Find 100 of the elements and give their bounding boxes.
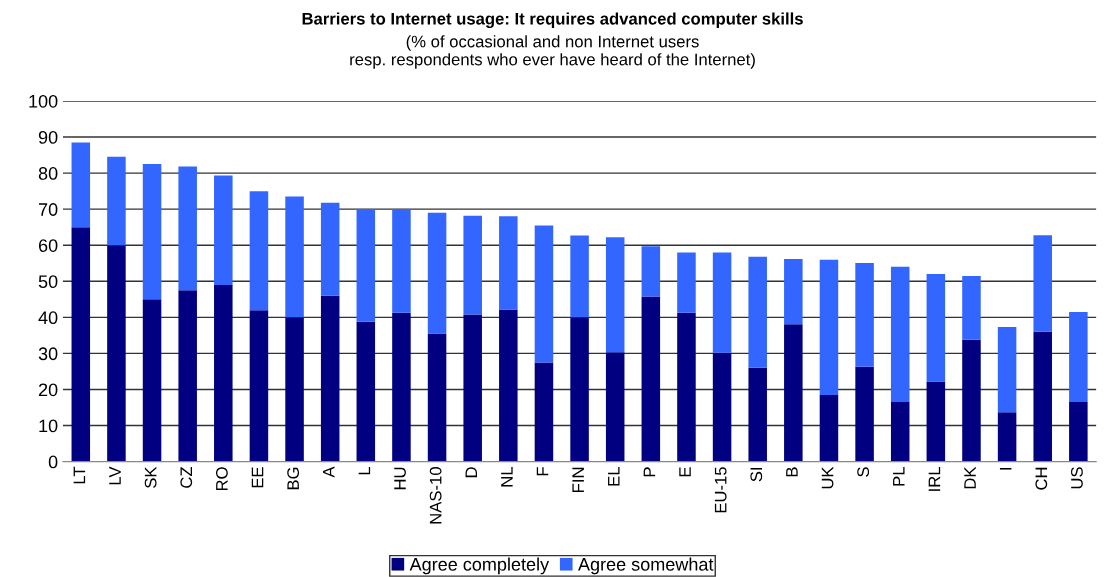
x-tick-label: SI <box>750 468 763 482</box>
bar <box>427 333 447 462</box>
x-tick-label: FIN <box>572 467 584 492</box>
bar <box>320 202 340 296</box>
bar <box>107 156 126 246</box>
x-tick-label: LT <box>73 466 86 484</box>
bar <box>392 209 411 313</box>
bar <box>534 362 554 462</box>
chart-title: Barriers to Internet usage: It requires advanced computer skills <box>302 12 803 28</box>
x-tick-label: EE <box>251 467 264 488</box>
x-tick-label: S <box>857 467 870 477</box>
bar <box>178 166 197 291</box>
x-tick-label: RO <box>215 467 228 491</box>
x-tick-label: CH <box>1035 467 1048 490</box>
y-tick-label: 50 <box>38 275 58 289</box>
x-tick-label: L <box>358 467 371 475</box>
x-tick-label: E <box>679 467 691 477</box>
bar <box>962 339 981 462</box>
bar <box>784 258 803 325</box>
x-tick-label: SK <box>144 466 157 488</box>
bar <box>142 299 162 462</box>
bar <box>748 256 767 368</box>
bar <box>1033 235 1052 332</box>
bar <box>962 275 981 340</box>
bar <box>427 212 447 334</box>
x-tick-label: EL <box>608 467 620 486</box>
bar <box>285 317 304 462</box>
x-tick-label: UK <box>821 466 834 489</box>
bar <box>178 290 197 462</box>
bar <box>641 296 661 462</box>
bar <box>926 381 946 462</box>
bar <box>712 352 732 462</box>
bar <box>748 367 767 462</box>
bar <box>1069 311 1088 403</box>
y-tick-label: 90 <box>38 130 58 144</box>
bar <box>463 314 482 462</box>
y-tick-label: 30 <box>38 347 58 361</box>
x-tick-label: HU <box>394 467 406 490</box>
bar <box>71 142 91 228</box>
bar <box>677 312 696 462</box>
legend-label: Agree completely <box>409 557 550 575</box>
x-tick-label: BG <box>287 467 300 490</box>
y-tick-label: 0 <box>48 455 58 469</box>
bar <box>570 317 589 462</box>
x-tick-label: B <box>786 467 798 477</box>
x-tick-label: I <box>999 468 1012 470</box>
bar <box>641 246 661 297</box>
bar <box>890 266 910 403</box>
bar <box>819 259 839 395</box>
bar <box>392 312 411 462</box>
x-tick-label: DK <box>964 466 976 489</box>
bar <box>463 215 482 315</box>
bar <box>1069 402 1088 462</box>
bar <box>605 237 625 353</box>
bar <box>784 324 803 462</box>
bar <box>605 352 625 462</box>
bar <box>534 225 554 363</box>
bar <box>320 295 340 462</box>
bar <box>997 327 1017 413</box>
bar <box>285 196 304 318</box>
bar <box>107 245 126 462</box>
bar <box>926 274 946 382</box>
x-tick-label: EU-15 <box>714 467 727 513</box>
bar <box>499 309 518 462</box>
bar <box>997 412 1017 462</box>
bar <box>890 402 910 462</box>
legend-label: Agree somewhat <box>578 557 714 575</box>
x-tick-label: D <box>465 467 477 478</box>
bar <box>249 191 269 311</box>
x-tick-label: P <box>643 467 656 477</box>
y-tick-label: 60 <box>38 239 58 252</box>
y-tick-label: 10 <box>39 419 58 433</box>
y-tick-label: 100 <box>29 94 58 108</box>
x-tick-label: PL <box>893 467 905 486</box>
x-tick-label: F <box>536 467 549 476</box>
bar <box>1033 331 1052 462</box>
y-tick-label: 80 <box>38 167 58 180</box>
bar <box>214 284 233 462</box>
bar <box>570 235 589 318</box>
bar <box>819 394 839 462</box>
chart-subtitle: (% of occasional and non Internet users resp. respondents who ever have heard of the Internet) <box>350 35 755 69</box>
x-tick-label: CZ <box>180 466 193 488</box>
bar <box>249 310 269 462</box>
y-tick-label: 70 <box>38 203 58 216</box>
x-tick-label: LV <box>109 466 121 485</box>
y-tick-label: 20 <box>38 383 58 397</box>
bar <box>499 216 518 310</box>
x-tick-label: NAS-10 <box>429 467 442 524</box>
bar <box>855 262 874 367</box>
x-tick-label: NL <box>501 467 513 487</box>
bar <box>356 321 376 462</box>
bar <box>214 175 233 285</box>
bar <box>677 252 696 313</box>
y-tick-label: 40 <box>38 311 58 325</box>
bar <box>142 164 162 300</box>
bar <box>712 252 732 353</box>
bar <box>356 209 376 322</box>
x-tick-label: A <box>323 466 335 478</box>
bar <box>71 227 91 462</box>
bar <box>855 366 874 462</box>
